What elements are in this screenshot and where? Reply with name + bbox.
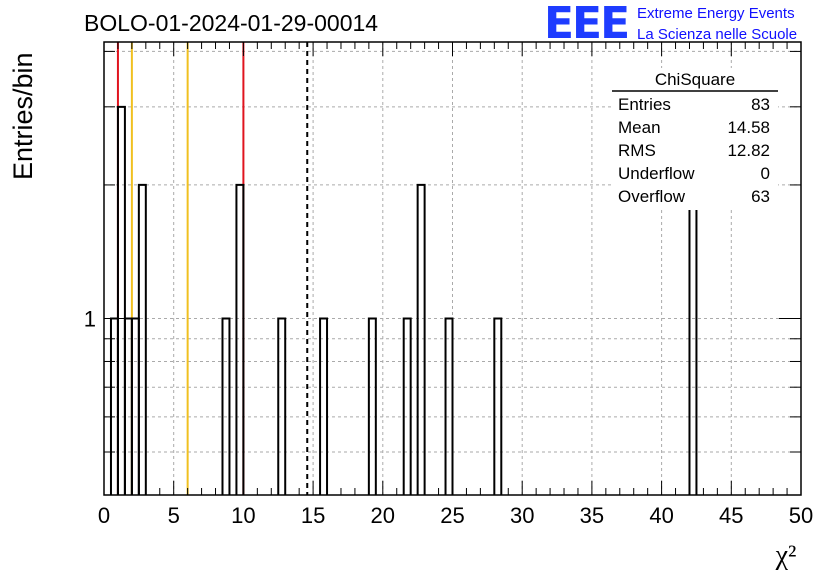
axes: 0 5 10 15 20 25 30 35 40 45 50 χ² 1 bbox=[84, 41, 813, 571]
x-tick-label: 40 bbox=[649, 503, 673, 528]
stats-row-label: RMS bbox=[618, 141, 656, 160]
stats-row-label: Entries bbox=[618, 95, 671, 114]
histogram-bar bbox=[493, 317, 503, 495]
histogram-bar bbox=[444, 317, 454, 495]
x-tick-label: 25 bbox=[440, 503, 464, 528]
stats-row-label: Overflow bbox=[618, 187, 686, 206]
x-tick-label: 0 bbox=[98, 503, 110, 528]
x-tick-label: 5 bbox=[168, 503, 180, 528]
eee-logo-line2: La Scienza nelle Scuole bbox=[637, 26, 798, 43]
stats-row-label: Mean bbox=[618, 118, 661, 137]
x-tick-label: 50 bbox=[789, 503, 813, 528]
x-tick-label: 15 bbox=[301, 503, 325, 528]
histogram-bars bbox=[109, 105, 698, 495]
stats-row-value: 0 bbox=[761, 164, 770, 183]
stats-box-title: ChiSquare bbox=[655, 70, 735, 89]
x-tick-label: 35 bbox=[580, 503, 604, 528]
stats-row-value: 14.58 bbox=[727, 118, 770, 137]
x-tick-label: 30 bbox=[510, 503, 534, 528]
histogram-bar bbox=[688, 183, 698, 495]
stats-row-value: 63 bbox=[751, 187, 770, 206]
eee-logo-line1: Extreme Energy Events bbox=[637, 5, 795, 22]
histogram-bar bbox=[116, 105, 126, 495]
stats-box: ChiSquare Entries 83 Mean 14.58 RMS 12.82 Under… bbox=[612, 68, 778, 210]
x-tick-label: 20 bbox=[371, 503, 395, 528]
chart-title: BOLO-01-2024-01-29-00014 bbox=[84, 10, 379, 36]
stats-row-value: 12.82 bbox=[727, 141, 770, 160]
y-tick-label: 1 bbox=[84, 306, 96, 331]
x-tick-label: 10 bbox=[231, 503, 255, 528]
histogram-bar bbox=[277, 317, 287, 495]
histogram-bar bbox=[367, 317, 377, 495]
histogram-bar bbox=[123, 317, 133, 495]
x-axis-label: χ² bbox=[775, 540, 797, 571]
histogram-bar bbox=[221, 317, 231, 495]
eee-logo: EEE bbox=[544, 0, 630, 49]
histogram-bar bbox=[416, 183, 426, 495]
stats-row-label: Underflow bbox=[618, 164, 695, 183]
histogram-bar bbox=[402, 317, 412, 495]
histogram-bar bbox=[130, 317, 140, 495]
histogram-bar bbox=[235, 183, 245, 495]
histogram-bar bbox=[137, 183, 147, 495]
x-tick-label: 45 bbox=[719, 503, 743, 528]
histogram-bar bbox=[319, 317, 329, 495]
stats-row-value: 83 bbox=[751, 95, 770, 114]
histogram-bar bbox=[109, 317, 119, 495]
